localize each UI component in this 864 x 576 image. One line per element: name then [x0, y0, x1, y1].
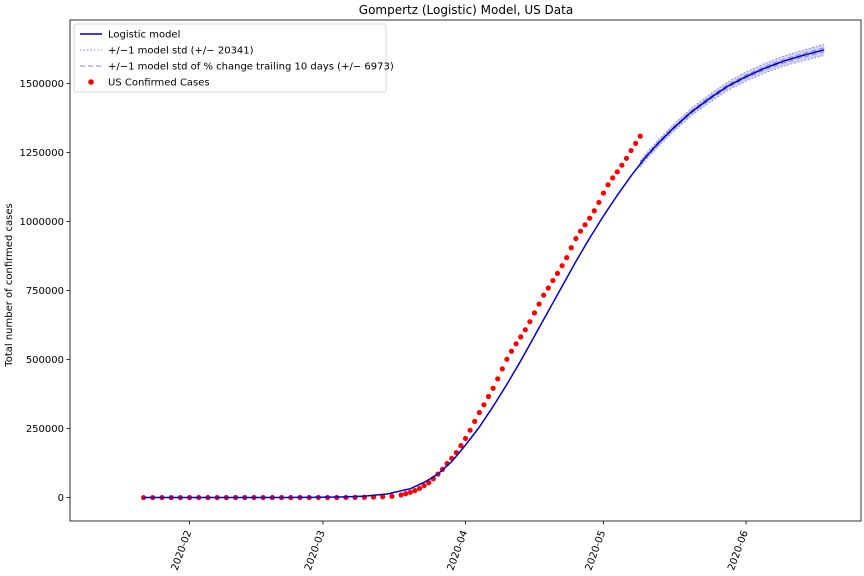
data-point: [614, 169, 620, 175]
y-tick-label: 500000: [26, 355, 64, 366]
data-point: [522, 327, 528, 333]
data-point: [352, 494, 358, 500]
data-point: [582, 222, 588, 228]
data-point: [472, 418, 478, 424]
data-point: [389, 493, 395, 499]
data-point: [481, 402, 487, 408]
data-point: [140, 494, 147, 501]
y-tick-label: 1250000: [19, 148, 64, 159]
data-point: [605, 182, 611, 188]
legend-box: [73, 23, 387, 93]
data-point: [541, 292, 547, 298]
data-point: [508, 348, 515, 354]
data-point: [416, 485, 423, 492]
chart-title: Gompertz (Logistic) Model, US Data: [359, 3, 573, 17]
data-point: [490, 385, 496, 391]
data-point: [619, 162, 625, 168]
logistic-model-line: [143, 49, 825, 499]
data-point: [587, 215, 593, 221]
data-point: [426, 480, 432, 486]
data-point: [527, 319, 533, 325]
data-point: [403, 491, 409, 497]
data-point: [554, 270, 561, 276]
y-tick-label: 0: [58, 493, 64, 504]
data-point: [637, 133, 643, 139]
data-point: [407, 489, 413, 495]
data-point: [462, 435, 469, 442]
data-point: [628, 147, 634, 154]
data-point: [504, 356, 510, 362]
data-point: [380, 494, 386, 500]
data-point: [513, 341, 519, 347]
data-point: [573, 236, 579, 242]
data-point: [421, 483, 427, 489]
data-point: [499, 366, 505, 372]
data-point: [495, 376, 501, 382]
data-point: [633, 140, 639, 146]
y-tick-label: 250000: [26, 424, 64, 435]
data-point: [559, 263, 565, 269]
data-point: [577, 228, 584, 234]
trailing-std-band-lower: [639, 51, 825, 166]
legend-entry-label: +/−1 model std of % change trailing 10 d…: [108, 62, 394, 73]
data-point: [564, 255, 570, 261]
plot-area: [140, 43, 825, 501]
y-axis-label: Total number of confirmed cases: [4, 203, 15, 367]
trailing-std-band-upper: [639, 47, 825, 164]
data-point: [485, 393, 492, 400]
legend-entry-label: +/−1 model std (+/− 20341): [108, 46, 254, 57]
data-point: [568, 245, 574, 251]
legend: Logistic model +/−1 model std (+/− 20341)…: [73, 23, 394, 93]
y-tick-label: 750000: [26, 286, 64, 297]
data-point: [398, 492, 404, 498]
legend-entry-label: US Confirmed Cases: [108, 78, 210, 89]
legend-entry-label: Logistic model: [108, 30, 180, 41]
data-point: [550, 277, 556, 284]
data-point: [600, 190, 607, 196]
data-point: [476, 409, 482, 416]
data-point: [591, 208, 597, 214]
model-std-band-upper: [639, 43, 825, 162]
data-point: [545, 285, 551, 291]
data-point: [518, 334, 524, 340]
data-point: [610, 175, 616, 181]
data-point: [458, 443, 464, 449]
data-point: [531, 310, 538, 316]
data-point: [623, 155, 630, 161]
y-tick-label: 1500000: [19, 79, 64, 90]
data-point: [467, 427, 473, 433]
data-point: [536, 301, 542, 307]
y-tick-label: 1000000: [19, 217, 64, 228]
legend-swatch-marker: [88, 79, 94, 85]
data-point: [596, 199, 602, 206]
data-point: [412, 488, 418, 494]
